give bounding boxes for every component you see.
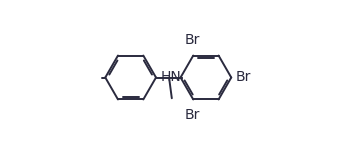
Text: Br: Br (185, 108, 200, 122)
Text: Br: Br (236, 71, 251, 84)
Text: Br: Br (185, 33, 200, 47)
Text: HN: HN (160, 70, 181, 84)
